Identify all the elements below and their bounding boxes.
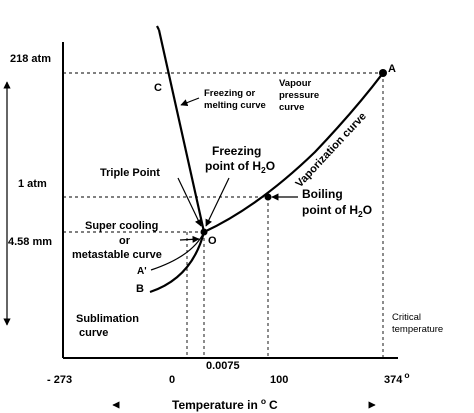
x-label-374: 374 o	[384, 370, 410, 386]
point-label-a-prime: A'	[137, 266, 147, 277]
point-label-c: C	[154, 82, 162, 94]
metastable-curve	[150, 231, 205, 271]
x-label-0-0075: 0.0075	[206, 360, 240, 372]
point-label-b: B	[136, 283, 144, 295]
vapour-pressure-label-line1: Vapour	[279, 78, 312, 89]
freezing-melting-label-line2: melting curve	[204, 100, 266, 111]
freezing-curve-end	[156, 25, 160, 31]
x-axis-title: Temperature in o C	[172, 396, 278, 412]
freezing-melting-curve	[157, 29, 206, 233]
vapour-pressure-label-line2: pressure	[279, 90, 319, 101]
boiling-point-label-line1: Boiling	[302, 187, 343, 201]
y-label-1-atm: 1 atm	[18, 178, 47, 190]
critical-temperature-label-line2: temperature	[392, 324, 443, 335]
vaporization-curve	[203, 72, 384, 233]
vapour-pressure-label-line3: curve	[279, 102, 304, 113]
critical-point	[379, 69, 387, 77]
freezing-point-label-line2: point of H2O	[205, 159, 275, 175]
freezing-point-label-line1: Freezing	[212, 144, 261, 158]
sublimation-label-line1: Sublimation	[76, 313, 139, 325]
point-label-o: O	[208, 235, 217, 247]
x-label-100: 100	[270, 374, 288, 386]
super-cooling-label-line1: Super cooling	[85, 220, 158, 232]
x-label-0: 0	[169, 374, 175, 386]
freezing-point-arrow	[205, 177, 230, 227]
sublimation-label-line2: curve	[79, 327, 108, 339]
triple-point-marker	[200, 228, 208, 236]
y-label-218-atm: 218 atm	[10, 53, 51, 65]
y-label-4-58-mm: 4.58 mm	[8, 236, 52, 248]
super-cooling-label-line3: metastable curve	[72, 249, 162, 261]
super-cooling-arrow	[179, 235, 200, 243]
freezing-melting-label-line1: Freezing or	[204, 88, 256, 99]
super-cooling-label-line2: or	[119, 235, 131, 247]
point-label-a: A	[388, 63, 396, 75]
triple-point-label: Triple Point	[100, 167, 160, 179]
melting-curve-arrow	[180, 97, 200, 107]
boiling-point-marker	[264, 193, 272, 201]
x-label-neg-273: - 273	[47, 374, 72, 386]
boiling-point-label-line2: point of H2O	[302, 203, 372, 219]
sublimation-curve	[149, 231, 206, 294]
vaporization-curve-label: Vaporization curve	[293, 110, 368, 190]
triple-point-arrow	[177, 177, 202, 227]
critical-temperature-label-line1: Critical	[392, 312, 421, 323]
